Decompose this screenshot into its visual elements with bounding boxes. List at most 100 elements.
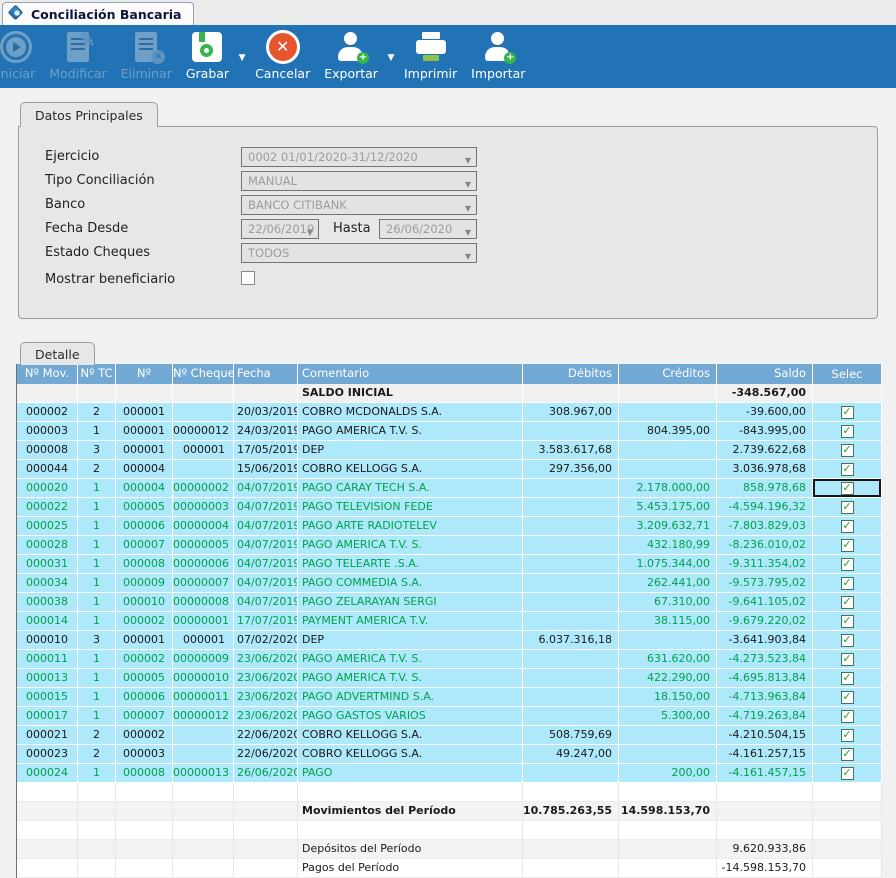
column-header[interactable]: Débitos bbox=[523, 364, 619, 384]
tipo-conciliacion-select[interactable]: MANUAL ▼ bbox=[241, 171, 477, 191]
row-checkbox[interactable]: ✓ bbox=[840, 728, 854, 742]
cancelar-button[interactable]: ✕ Cancelar bbox=[248, 25, 317, 88]
table-row[interactable]: 000014 1 000002 00000001 17/07/2019 PAYMENT A… bbox=[17, 612, 882, 631]
hasta-label: Hasta bbox=[333, 221, 371, 236]
table-row[interactable]: 000020 1 000004 00000002 04/07/2019 PAGO CARA… bbox=[17, 479, 882, 498]
table-row[interactable]: 000044 2 000004 15/06/2019 COBRO KELLOGG S.A… bbox=[17, 460, 882, 479]
importar-button[interactable]: + Importar bbox=[464, 25, 532, 88]
row-checkbox[interactable]: ✓ bbox=[840, 443, 854, 457]
table-row[interactable]: 000034 1 000009 00000007 04/07/2019 PAGO COMM… bbox=[17, 574, 882, 593]
table-row[interactable]: 000022 1 000005 00000003 04/07/2019 PAGO TELE… bbox=[17, 498, 882, 517]
tab-detalle[interactable]: Detalle bbox=[20, 342, 95, 365]
total-cell bbox=[523, 783, 619, 802]
tab-datos-principales[interactable]: Datos Principales bbox=[20, 102, 158, 127]
row-checkbox[interactable]: ✓ bbox=[840, 500, 854, 514]
row-checkbox[interactable]: ✓ bbox=[840, 576, 854, 590]
cell-comentario: COBRO KELLOGG S.A. bbox=[298, 726, 523, 745]
exportar-dropdown-arrow-icon[interactable]: ▼ bbox=[387, 52, 395, 63]
row-checkbox[interactable]: ✓ bbox=[840, 709, 854, 723]
cell-debitos bbox=[523, 498, 619, 517]
table-row[interactable]: 000023 2 000003 22/06/2020 COBRO KELLOGG S.A… bbox=[17, 745, 882, 764]
row-checkbox[interactable]: ✓ bbox=[840, 595, 854, 609]
banco-select[interactable]: BANCO CITIBANK ▼ bbox=[241, 195, 477, 215]
row-checkbox[interactable]: ✓ bbox=[840, 538, 854, 552]
window-tab[interactable]: Conciliación Bancaria bbox=[2, 2, 195, 25]
row-checkbox[interactable]: ✓ bbox=[840, 614, 854, 628]
exportar-button[interactable]: + Exportar bbox=[317, 25, 385, 88]
row-checkbox[interactable]: ✓ bbox=[840, 671, 854, 685]
grabar-dropdown-arrow-icon[interactable]: ▼ bbox=[238, 52, 246, 63]
saldo-inicial-row: SALDO INICIAL -348.567,00 bbox=[17, 384, 882, 403]
cell-saldo: -4.210.504,15 bbox=[717, 726, 813, 745]
cell bbox=[116, 384, 173, 403]
column-header[interactable]: Nº bbox=[116, 364, 173, 384]
total-label bbox=[298, 821, 523, 840]
table-row[interactable]: 000038 1 000010 00000008 04/07/2019 PAGO ZELA… bbox=[17, 593, 882, 612]
column-header[interactable]: Nº Mov. bbox=[17, 364, 78, 384]
ejercicio-select[interactable]: 0002 01/01/2020-31/12/2020 ▼ bbox=[241, 147, 477, 167]
table-row[interactable]: 000017 1 000007 00000012 23/06/2020 PAGO GAST… bbox=[17, 707, 882, 726]
cell-saldo: -9.311.354,02 bbox=[717, 555, 813, 574]
column-header[interactable]: Nº TC bbox=[78, 364, 116, 384]
column-header[interactable]: Comentario bbox=[298, 364, 523, 384]
table-row[interactable]: 000025 1 000006 00000004 04/07/2019 PAGO ARTE… bbox=[17, 517, 882, 536]
cell-saldo: -9.573.795,02 bbox=[717, 574, 813, 593]
banco-label: Banco bbox=[45, 197, 86, 212]
selec-cell: ✓ bbox=[813, 650, 882, 669]
cell-n: 000006 bbox=[116, 688, 173, 707]
table-row[interactable]: 000002 2 000001 20/03/2019 COBRO MCDONALDS S… bbox=[17, 403, 882, 422]
row-checkbox[interactable]: ✓ bbox=[840, 747, 854, 761]
cell-comentario: PAGO CARAY TECH S.A. bbox=[298, 479, 523, 498]
column-header[interactable]: Fecha bbox=[234, 364, 298, 384]
fecha-desde-select[interactable]: 22/06/2019 ▼ bbox=[241, 219, 319, 239]
column-header[interactable]: Créditos bbox=[619, 364, 717, 384]
cell-fecha: 23/06/2020 bbox=[234, 669, 298, 688]
fecha-hasta-select[interactable]: 26/06/2020 ▼ bbox=[379, 219, 477, 239]
table-row[interactable]: 000008 3 000001 000001 17/05/2019 DEP 3.583.61… bbox=[17, 441, 882, 460]
cell-cheque: 00000012 bbox=[173, 422, 234, 441]
total-cell bbox=[173, 821, 234, 840]
cell-n: 000002 bbox=[116, 726, 173, 745]
estado-cheques-select[interactable]: TODOS ▼ bbox=[241, 243, 477, 263]
table-row[interactable]: 000028 1 000007 00000005 04/07/2019 PAGO AMER… bbox=[17, 536, 882, 555]
cell-mov: 000038 bbox=[17, 593, 78, 612]
row-checkbox[interactable]: ✓ bbox=[840, 633, 854, 647]
imprimir-button[interactable]: Imprimir bbox=[397, 25, 464, 88]
iniciar-button[interactable]: Iniciar bbox=[0, 25, 42, 88]
row-checkbox[interactable]: ✓ bbox=[840, 462, 854, 476]
row-checkbox[interactable]: ✓ bbox=[840, 557, 854, 571]
column-header[interactable]: Selec bbox=[813, 364, 882, 384]
table-row[interactable]: 000003 1 000001 00000012 24/03/2019 PAGO AMER… bbox=[17, 422, 882, 441]
edit-icon: ✎ bbox=[66, 28, 96, 66]
check-icon: ✓ bbox=[842, 443, 852, 456]
row-checkbox[interactable]: ✓ bbox=[840, 766, 854, 780]
row-checkbox[interactable]: ✓ bbox=[840, 519, 854, 533]
row-checkbox[interactable]: ✓ bbox=[840, 690, 854, 704]
tipo-conciliacion-label: Tipo Conciliación bbox=[45, 173, 155, 188]
cell-mov: 000015 bbox=[17, 688, 78, 707]
table-row[interactable]: 000011 1 000002 00000009 23/06/2020 PAGO AMER… bbox=[17, 650, 882, 669]
mostrar-beneficiario-checkbox[interactable] bbox=[241, 271, 255, 285]
column-header[interactable]: Saldo bbox=[717, 364, 813, 384]
table-row[interactable]: 000021 2 000002 22/06/2020 COBRO KELLOGG S.A… bbox=[17, 726, 882, 745]
modificar-button[interactable]: ✎ Modificar bbox=[49, 28, 107, 81]
row-checkbox[interactable]: ✓ bbox=[840, 424, 854, 438]
row-checkbox[interactable]: ✓ bbox=[840, 405, 854, 419]
total-cell bbox=[619, 840, 717, 859]
grabar-button[interactable]: Grabar bbox=[179, 25, 236, 88]
cell-debitos: 508.759,69 bbox=[523, 726, 619, 745]
eliminar-button[interactable]: ✕ Eliminar bbox=[114, 25, 179, 88]
table-row[interactable]: 000024 1 000008 00000013 26/06/2020 PAGO 200,0… bbox=[17, 764, 882, 783]
table-row[interactable]: 000010 3 000001 000001 07/02/2020 DEP 6.037.31… bbox=[17, 631, 882, 650]
row-checkbox[interactable]: ✓ bbox=[840, 481, 854, 495]
cell-tc: 3 bbox=[78, 441, 116, 460]
cell-fecha: 04/07/2019 bbox=[234, 517, 298, 536]
cell-n: 000008 bbox=[116, 555, 173, 574]
table-row[interactable]: 000015 1 000006 00000011 23/06/2020 PAGO ADVE… bbox=[17, 688, 882, 707]
table-row[interactable]: 000013 1 000005 00000010 23/06/2020 PAGO AMER… bbox=[17, 669, 882, 688]
table-row[interactable]: 000031 1 000008 00000006 04/07/2019 PAGO TELE… bbox=[17, 555, 882, 574]
total-cell bbox=[173, 840, 234, 859]
total-cell bbox=[234, 802, 298, 821]
row-checkbox[interactable]: ✓ bbox=[840, 652, 854, 666]
column-header[interactable]: Nº Cheque bbox=[173, 364, 234, 384]
